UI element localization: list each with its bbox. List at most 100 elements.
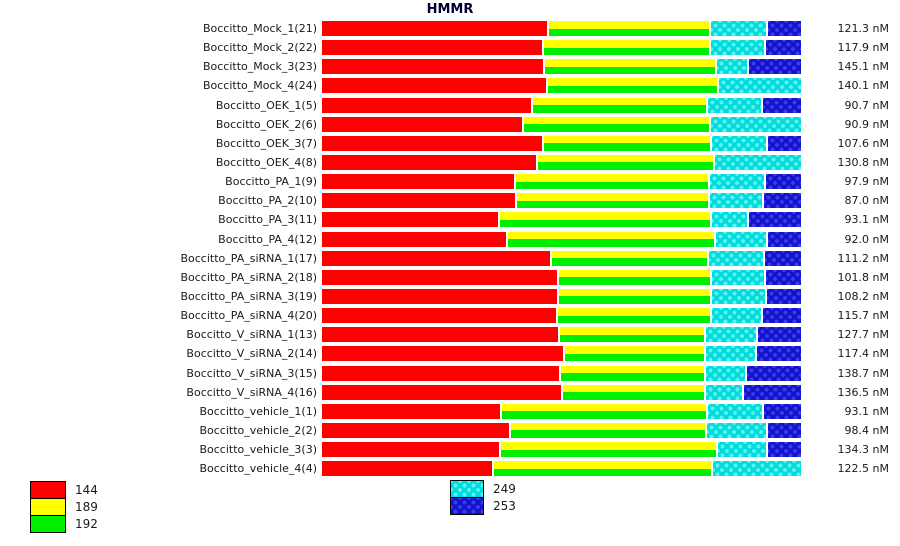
stacked-bar[interactable] [322,97,802,113]
segment-253[interactable] [768,422,802,438]
segment-192[interactable] [559,296,710,304]
segment-249[interactable] [710,193,762,209]
segment-189-192[interactable] [510,422,706,438]
segment-189[interactable] [510,422,706,431]
segment-189[interactable] [545,59,716,67]
segment-253[interactable] [768,21,801,36]
segment-189[interactable] [524,116,709,125]
stacked-bar[interactable] [322,461,801,477]
segment-249[interactable] [709,250,763,266]
stacked-bar[interactable] [322,346,801,362]
segment-189-192[interactable] [508,231,714,247]
segment-189-192[interactable] [499,212,711,228]
segment-189[interactable] [559,269,710,278]
segment-192[interactable] [508,239,714,247]
segment-253[interactable] [765,269,801,285]
segment-192[interactable] [545,66,716,75]
segment-189[interactable] [560,365,705,374]
segment-189-192[interactable] [560,327,705,343]
segment-253[interactable] [762,97,802,113]
segment-192[interactable] [544,143,711,151]
segment-192[interactable] [499,219,711,228]
segment-144[interactable] [322,97,531,113]
segment-192[interactable] [548,85,717,94]
segment-189-192[interactable] [500,442,717,458]
segment-253[interactable] [746,365,801,381]
segment-189-192[interactable] [515,174,709,190]
stacked-bar[interactable] [322,212,801,228]
segment-249[interactable] [710,40,764,56]
stacked-bar[interactable] [322,78,801,94]
segment-253[interactable] [767,231,801,247]
segment-189[interactable] [532,97,707,106]
segment-249[interactable] [706,327,757,343]
segment-144[interactable] [322,442,499,458]
segment-189[interactable] [538,154,713,163]
segment-189[interactable] [499,212,711,220]
segment-189[interactable] [560,327,705,335]
segment-192[interactable] [515,181,709,190]
stacked-bar[interactable] [322,250,801,266]
segment-192[interactable] [516,200,709,209]
segment-189[interactable] [562,384,705,393]
segment-189-192[interactable] [564,346,704,362]
segment-144[interactable] [322,250,550,266]
segment-144[interactable] [322,193,515,209]
stacked-bar[interactable] [322,403,801,419]
segment-192[interactable] [538,162,713,170]
segment-189[interactable] [544,40,709,48]
segment-253[interactable] [767,135,801,151]
segment-189[interactable] [515,174,709,182]
segment-253[interactable] [768,442,801,458]
segment-192[interactable] [551,258,708,266]
stacked-bar[interactable] [322,40,801,56]
segment-189[interactable] [558,308,711,316]
segment-192[interactable] [544,47,709,56]
segment-253[interactable] [757,346,801,362]
segment-189[interactable] [551,250,708,259]
segment-144[interactable] [322,231,507,247]
segment-192[interactable] [549,28,710,36]
segment-192[interactable] [560,373,705,381]
segment-253[interactable] [767,288,802,304]
legend-swatch-253[interactable] [450,497,484,515]
segment-249[interactable] [705,346,756,362]
segment-189-192[interactable] [549,21,710,36]
segment-144[interactable] [322,135,543,151]
segment-249[interactable] [706,365,745,381]
segment-249[interactable] [710,174,764,190]
segment-253[interactable] [763,193,801,209]
segment-249[interactable] [710,116,801,132]
segment-249[interactable] [712,308,761,324]
segment-249[interactable] [707,422,767,438]
legend-swatch-144[interactable] [30,481,66,499]
segment-249[interactable] [708,403,762,419]
segment-144[interactable] [322,461,492,477]
segment-192[interactable] [532,105,707,113]
segment-189-192[interactable] [559,288,710,304]
segment-192[interactable] [510,430,706,438]
segment-144[interactable] [322,40,543,56]
segment-189[interactable] [549,21,710,29]
segment-249[interactable] [714,154,801,170]
segment-253[interactable] [764,250,801,266]
segment-253[interactable] [766,40,801,56]
segment-192[interactable] [500,449,717,458]
segment-189[interactable] [544,135,711,144]
segment-192[interactable] [524,124,709,132]
segment-144[interactable] [322,212,498,228]
segment-192[interactable] [564,353,704,362]
segment-249[interactable] [711,269,764,285]
segment-189-192[interactable] [558,308,711,324]
segment-189[interactable] [516,193,709,201]
stacked-bar[interactable] [322,384,801,400]
segment-189-192[interactable] [501,403,707,419]
segment-189-192[interactable] [545,59,716,75]
segment-249[interactable] [706,384,742,400]
segment-192[interactable] [558,315,711,324]
segment-249[interactable] [711,288,766,304]
segment-192[interactable] [493,468,711,477]
segment-189[interactable] [501,403,707,412]
segment-249[interactable] [717,59,747,75]
segment-192[interactable] [562,392,705,400]
